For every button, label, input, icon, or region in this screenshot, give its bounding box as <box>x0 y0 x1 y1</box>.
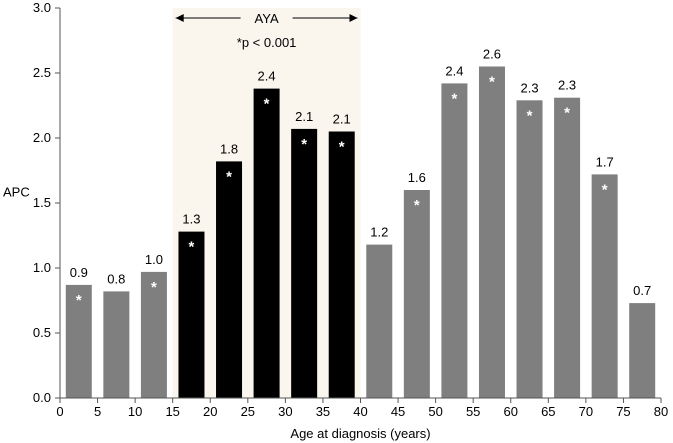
bar-value-label-5: 2.4 <box>258 69 276 84</box>
bar-value-label-11: 2.6 <box>483 47 501 62</box>
x-tick-label-0: 0 <box>56 404 63 419</box>
bar-value-label-1: 0.8 <box>107 271 125 286</box>
y-tick-label-3: 1.5 <box>33 195 51 210</box>
bar-value-label-4: 1.8 <box>220 141 238 156</box>
bar-1 <box>103 291 130 398</box>
bar-value-label-9: 1.6 <box>408 170 426 185</box>
bar-7 <box>328 131 355 398</box>
aya-arrow-right-head <box>349 14 358 22</box>
bar-14 <box>591 174 618 398</box>
aya-arrow <box>175 14 358 22</box>
bar-value-label-7: 2.1 <box>333 112 351 127</box>
x-tick-label-4: 20 <box>203 404 217 419</box>
bar-value-label-13: 2.3 <box>558 78 576 93</box>
x-tick-label-14: 70 <box>579 404 593 419</box>
x-tick-label-16: 80 <box>654 404 668 419</box>
significance-marker-4: * <box>226 168 232 185</box>
y-axis-label: APC <box>3 185 30 200</box>
bar-4 <box>216 161 243 398</box>
significance-marker-13: * <box>564 105 570 122</box>
significance-marker-0: * <box>76 292 82 309</box>
aya-arrow-left-head <box>175 14 184 22</box>
bar-9 <box>403 190 430 398</box>
x-axis-label: Age at diagnosis (years) <box>290 426 430 441</box>
bar-13 <box>554 97 581 398</box>
bar-value-label-0: 0.9 <box>70 265 88 280</box>
x-tick-label-13: 65 <box>541 404 555 419</box>
x-tick-label-15: 75 <box>616 404 630 419</box>
bar-8 <box>366 244 393 398</box>
bar-2 <box>140 271 167 398</box>
bar-value-label-12: 2.3 <box>520 80 538 95</box>
y-tick-label-0: 0.0 <box>33 390 51 405</box>
bar-5 <box>253 88 280 398</box>
x-tick-label-3: 15 <box>165 404 179 419</box>
x-tick-label-11: 55 <box>466 404 480 419</box>
bar-10 <box>441 83 468 399</box>
bar-11 <box>478 66 505 398</box>
significance-marker-7: * <box>339 139 345 156</box>
x-tick-label-8: 40 <box>353 404 367 419</box>
bar-value-label-8: 1.2 <box>370 225 388 240</box>
y-tick-label-1: 0.5 <box>33 325 51 340</box>
bar-12 <box>516 100 543 399</box>
x-tick-label-12: 60 <box>504 404 518 419</box>
x-ticks-group: 0 5 10 15 20 25 30 35 40 45 50 55 60 65 70 75 80 <box>56 398 668 419</box>
bar-value-label-15: 0.7 <box>633 283 651 298</box>
significance-marker-2: * <box>151 279 157 296</box>
significance-marker-10: * <box>451 90 457 107</box>
bar-15 <box>629 303 656 398</box>
bar-6 <box>291 128 318 398</box>
y-tick-label-4: 2.0 <box>33 130 51 145</box>
x-tick-label-9: 45 <box>391 404 405 419</box>
significance-marker-3: * <box>189 239 195 256</box>
bar-value-label-3: 1.3 <box>182 212 200 227</box>
bar-0 <box>65 284 92 398</box>
y-tick-label-5: 2.5 <box>33 65 51 80</box>
bar-3 <box>178 231 205 398</box>
bar-value-label-6: 2.1 <box>295 109 313 124</box>
significance-marker-6: * <box>301 136 307 153</box>
y-tick-label-2: 1.0 <box>33 260 51 275</box>
significance-marker-5: * <box>264 96 270 113</box>
x-tick-label-1: 5 <box>94 404 101 419</box>
y-ticks-group: 0.0 0.5 1.0 1.5 2.0 2.5 3.0 <box>33 0 60 405</box>
x-tick-label-10: 50 <box>428 404 442 419</box>
significance-marker-11: * <box>489 74 495 91</box>
bar-value-label-10: 2.4 <box>445 63 463 78</box>
x-tick-label-6: 30 <box>278 404 292 419</box>
bar-value-label-2: 1.0 <box>145 252 163 267</box>
x-tick-label-5: 25 <box>241 404 255 419</box>
significance-marker-14: * <box>602 181 608 198</box>
x-tick-label-7: 35 <box>316 404 330 419</box>
significance-marker-12: * <box>527 107 533 124</box>
aya-label: AYA <box>255 11 279 26</box>
bars-group: 0.9 * 0.8 1.0 * 1.3 * 1.8 * 2.4 * 2.1 * 2.1 * 1.2 1.6 * 2.… <box>65 47 656 399</box>
bar-value-label-14: 1.7 <box>596 154 614 169</box>
y-tick-label-6: 3.0 <box>33 0 51 15</box>
pvalue-note: *p < 0.001 <box>237 35 297 50</box>
significance-marker-9: * <box>414 197 420 214</box>
x-tick-label-2: 10 <box>128 404 142 419</box>
